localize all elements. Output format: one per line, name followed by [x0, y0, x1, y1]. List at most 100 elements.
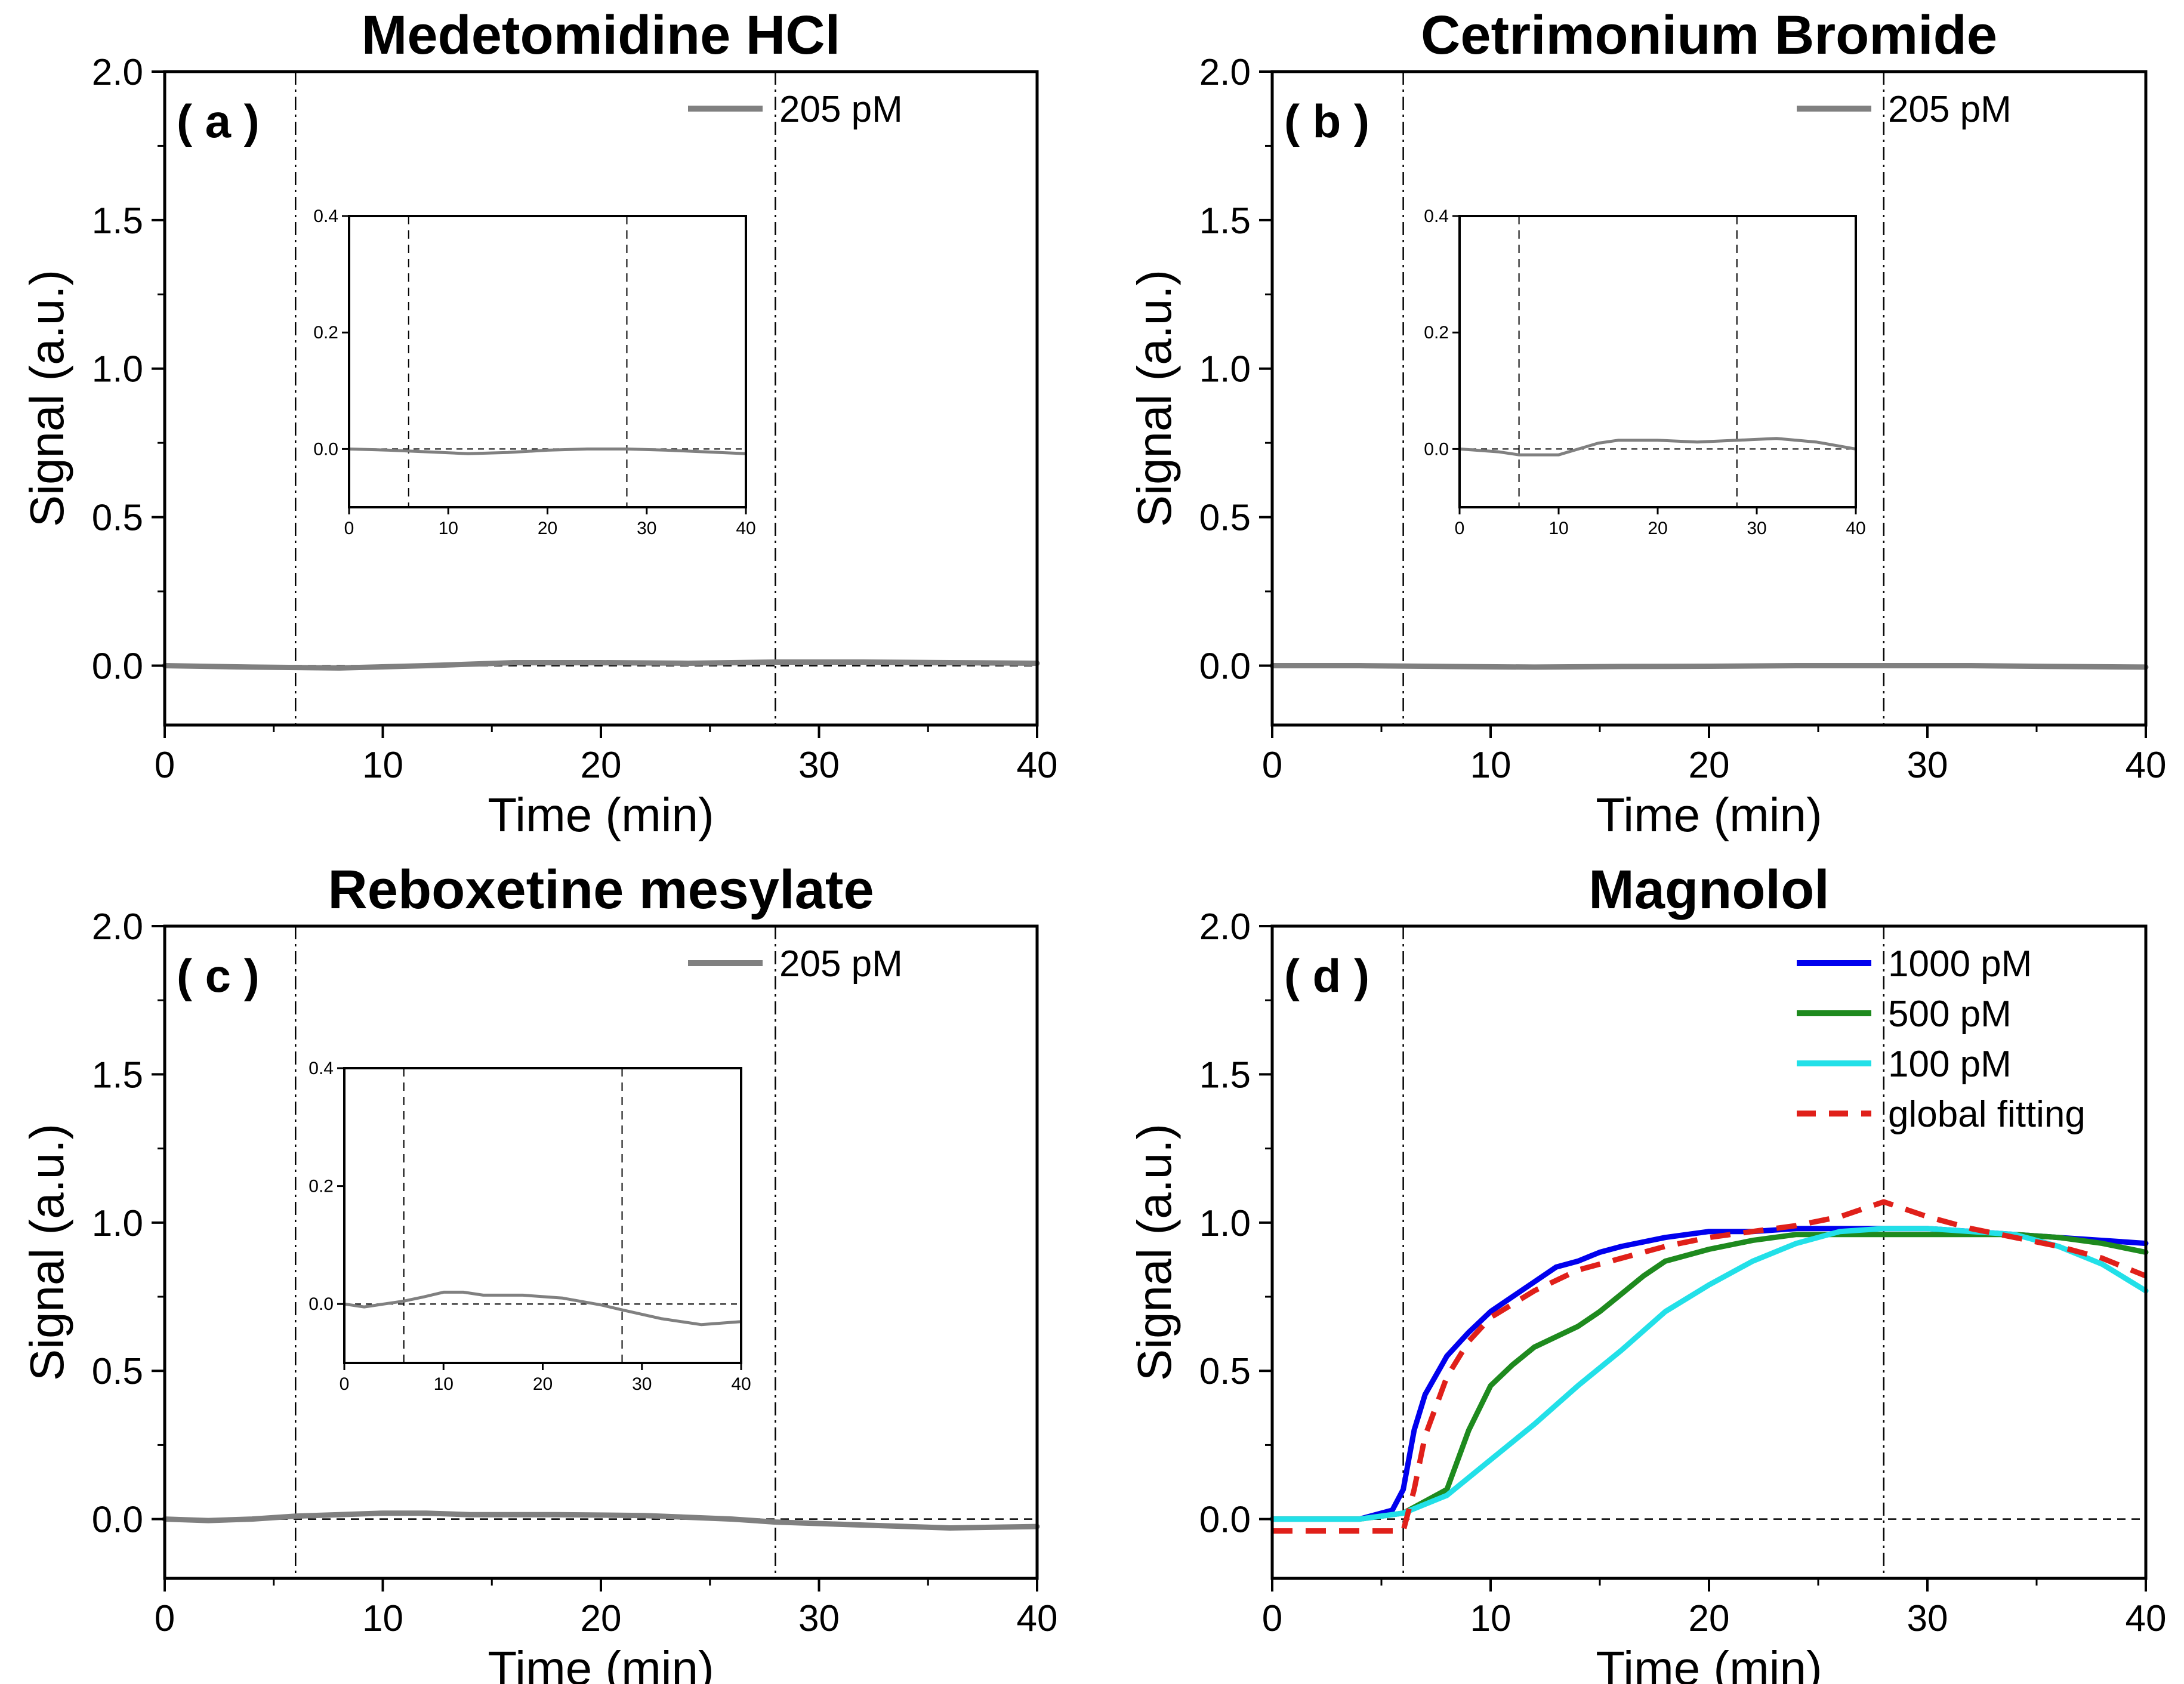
inset-y-tick-label: 0.4 — [1424, 206, 1449, 226]
y-tick-label: 1.0 — [1199, 349, 1251, 390]
x-tick-label: 20 — [1689, 745, 1730, 786]
x-tick-label: 10 — [1470, 1598, 1511, 1639]
series-line-global-fitting — [1272, 1199, 2147, 1534]
inset-x-tick-label: 0 — [344, 519, 354, 538]
inset-chart: 0 10 20 30 40 0.0 0.2 0.4 — [1424, 206, 1865, 538]
x-tick-label: 40 — [1017, 1598, 1058, 1639]
inset-series-line — [1459, 437, 1856, 457]
inset-x-tick-label: 0 — [1455, 519, 1465, 538]
panel-label: ( b ) — [1284, 95, 1369, 147]
inset-y-tick-label: 0.2 — [309, 1177, 334, 1196]
x-axis-label: Time (min) — [488, 1642, 714, 1684]
y-tick-label: 1.5 — [1199, 1054, 1251, 1096]
y-axis-label: Signal (a.u.) — [20, 270, 73, 527]
inset-y-tick-label: 0.0 — [309, 1294, 334, 1314]
series-line-205-pm — [162, 1510, 1040, 1531]
inset-y-tick-label: 0.2 — [1424, 323, 1449, 343]
x-tick-label: 20 — [581, 1598, 622, 1639]
x-tick-label: 20 — [1689, 1598, 1730, 1639]
inset-x-tick-label: 10 — [434, 1374, 454, 1394]
chart-panel-2: Cetrimonium Bromide 0 10 20 30 40 0.0 0.5 1.0 1.5… — [1128, 5, 2166, 841]
chart-panel-3: Reboxetine mesylate 0 10 20 30 40 0.0 0.5 1.0 1.5… — [20, 859, 1057, 1684]
inset-x-tick-label: 20 — [538, 519, 557, 538]
chart-panel-1: Medetomidine HCl 0 10 20 30 40 0.0 0.5 1.0 1.5 2.0… — [20, 5, 1057, 841]
y-axis-label: Signal (a.u.) — [1128, 270, 1181, 527]
x-tick-label: 40 — [1017, 745, 1058, 786]
x-tick-label: 10 — [1470, 745, 1511, 786]
y-tick-label: 2.0 — [92, 52, 143, 93]
series-line-205-pm — [162, 659, 1040, 671]
y-tick-label: 1.0 — [92, 1203, 143, 1244]
legend-label: global fitting — [1888, 1094, 2086, 1135]
y-tick-label: 0.5 — [92, 1351, 143, 1392]
chart-title: Magnolol — [1588, 859, 1830, 920]
inset-series-line — [344, 1290, 742, 1327]
x-tick-label: 0 — [1262, 1598, 1282, 1639]
chart-panel-4: Magnolol 0 10 20 30 40 0.0 0.5 1.0 1.5 2.0 Time (mi… — [1128, 859, 2166, 1684]
y-tick-label: 2.0 — [1199, 52, 1251, 93]
legend-label: 100 pM — [1888, 1044, 2012, 1085]
x-tick-label: 0 — [155, 745, 175, 786]
inset-x-tick-label: 30 — [1747, 519, 1766, 538]
chart-title: Reboxetine mesylate — [328, 859, 874, 920]
y-tick-label: 1.0 — [92, 349, 143, 390]
inset-x-tick-label: 30 — [632, 1374, 652, 1394]
x-tick-label: 20 — [581, 745, 622, 786]
y-tick-label: 2.0 — [1199, 906, 1251, 948]
x-tick-label: 40 — [2126, 745, 2167, 786]
inset-x-tick-label: 40 — [731, 1374, 751, 1394]
x-tick-label: 0 — [1262, 745, 1282, 786]
series-line-205-pm — [1269, 663, 2149, 670]
x-tick-label: 30 — [798, 745, 840, 786]
x-tick-label: 30 — [798, 1598, 840, 1639]
legend-label: 1000 pM — [1888, 943, 2032, 985]
y-tick-label: 2.0 — [92, 906, 143, 948]
inset-x-tick-label: 40 — [1846, 519, 1865, 538]
y-axis-label: Signal (a.u.) — [1128, 1124, 1181, 1381]
inset-x-tick-label: 20 — [1648, 519, 1667, 538]
x-tick-label: 30 — [1907, 745, 1948, 786]
inset-x-tick-label: 10 — [1548, 519, 1568, 538]
inset-y-tick-label: 0.4 — [309, 1059, 334, 1078]
inset-y-tick-label: 0.0 — [313, 439, 338, 459]
inset-x-tick-label: 30 — [637, 519, 656, 538]
y-tick-label: 1.5 — [92, 1054, 143, 1096]
inset-x-tick-label: 10 — [439, 519, 458, 538]
legend-label: 500 pM — [1888, 994, 2012, 1035]
y-axis-label: Signal (a.u.) — [20, 1124, 73, 1381]
y-tick-label: 1.5 — [92, 201, 143, 242]
x-tick-label: 30 — [1907, 1598, 1948, 1639]
legend-label: 205 pM — [779, 89, 903, 130]
y-tick-label: 0.0 — [1199, 646, 1251, 687]
inset-y-tick-label: 0.0 — [1424, 439, 1449, 459]
inset-chart: 0 10 20 30 40 0.0 0.2 0.4 — [313, 206, 755, 538]
y-tick-label: 0.5 — [92, 498, 143, 539]
panel-label: ( c ) — [177, 949, 260, 1002]
x-tick-label: 10 — [362, 745, 403, 786]
chart-title: Cetrimonium Bromide — [1421, 5, 1997, 66]
x-axis-label: Time (min) — [488, 788, 714, 841]
y-tick-label: 1.5 — [1199, 201, 1251, 242]
y-tick-label: 0.5 — [1199, 498, 1251, 539]
x-tick-label: 0 — [155, 1598, 175, 1639]
y-tick-label: 0.0 — [92, 646, 143, 687]
inset-x-tick-label: 40 — [736, 519, 755, 538]
inset-x-tick-label: 20 — [533, 1374, 553, 1394]
chart-title: Medetomidine HCl — [362, 5, 840, 66]
y-tick-label: 0.0 — [1199, 1500, 1251, 1541]
inset-y-tick-label: 0.2 — [313, 323, 338, 343]
y-tick-label: 1.0 — [1199, 1203, 1251, 1244]
inset-series-line — [348, 447, 746, 455]
inset-chart: 0 10 20 30 40 0.0 0.2 0.4 — [309, 1059, 751, 1394]
panel-label: ( a ) — [177, 95, 260, 147]
y-tick-label: 0.0 — [92, 1500, 143, 1541]
x-tick-label: 40 — [2126, 1598, 2167, 1639]
inset-y-tick-label: 0.4 — [313, 206, 338, 226]
panel-label: ( d ) — [1284, 949, 1369, 1002]
inset-x-tick-label: 0 — [340, 1374, 350, 1394]
x-axis-label: Time (min) — [1596, 788, 1822, 841]
x-tick-label: 10 — [362, 1598, 403, 1639]
legend-label: 205 pM — [1888, 89, 2012, 130]
y-tick-label: 0.5 — [1199, 1351, 1251, 1392]
